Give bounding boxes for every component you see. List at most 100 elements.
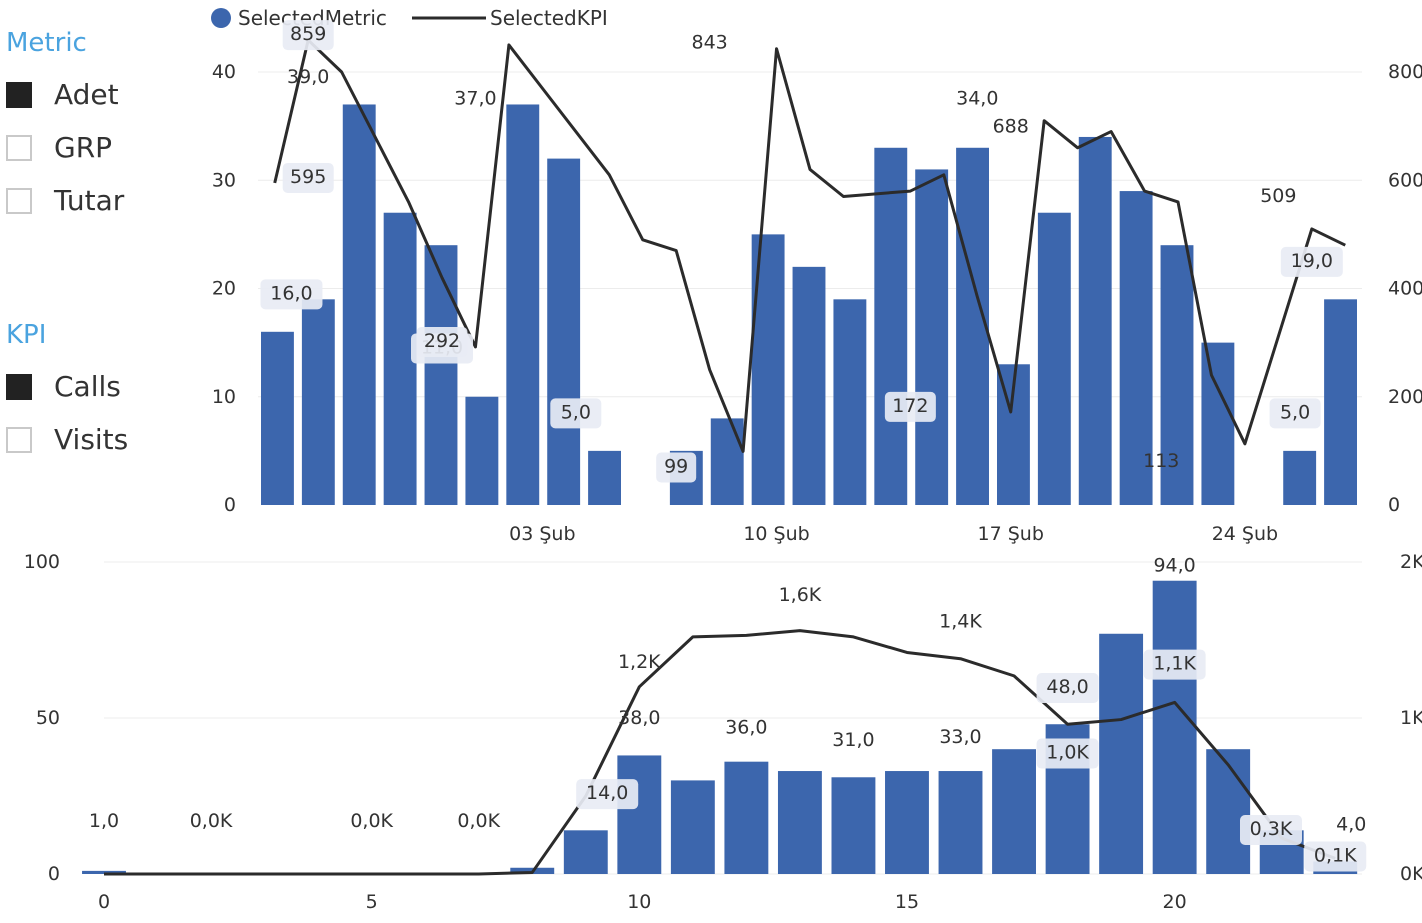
y-right-tick-label: 0K <box>1400 863 1422 885</box>
data-label: 843 <box>692 32 728 54</box>
kpi-slicer: KPI Calls Visits <box>6 320 128 466</box>
checkbox-tutar[interactable] <box>6 187 32 214</box>
data-label: 1,0 <box>89 810 119 832</box>
bar <box>1037 212 1071 505</box>
data-label-bg <box>576 779 639 810</box>
metric-option-label: Adet <box>54 78 119 111</box>
data-label-bg <box>1304 841 1367 872</box>
bar <box>710 418 744 505</box>
bar <box>777 771 822 874</box>
checkbox-calls[interactable] <box>6 373 32 400</box>
kpi-line <box>273 38 1346 453</box>
x-tick-label: 15 <box>895 891 919 913</box>
data-label: 1,2K <box>618 651 661 673</box>
metric-option-tutar[interactable]: Tutar <box>6 174 124 227</box>
x-tick-label: 03 Şub <box>509 523 575 545</box>
y-right-tick-label: 200 <box>1388 386 1422 408</box>
x-tick-label: 0 <box>98 891 110 913</box>
y-left-tick-label: 0 <box>48 863 60 885</box>
bar <box>465 396 499 505</box>
legend-metric-marker <box>211 8 231 28</box>
checkbox-adet[interactable] <box>6 81 32 108</box>
bar <box>1283 450 1317 505</box>
y-left-tick-label: 40 <box>212 61 236 83</box>
data-label: 292 <box>424 330 460 352</box>
bar <box>938 771 983 874</box>
bar <box>724 761 769 874</box>
bar <box>670 780 715 874</box>
data-label: 99 <box>664 456 688 478</box>
bar <box>1206 749 1251 874</box>
bar <box>1160 245 1194 505</box>
data-label: 34,0 <box>956 87 998 109</box>
x-tick-label: 10 Şub <box>743 523 809 545</box>
bar <box>547 158 581 505</box>
data-label: 36,0 <box>725 717 767 739</box>
bar <box>588 450 621 505</box>
bar <box>563 830 608 874</box>
data-label: 1,0K <box>1046 742 1089 764</box>
x-tick-label: 20 <box>1163 891 1187 913</box>
y-left-tick-label: 30 <box>212 169 236 191</box>
y-left-tick-label: 10 <box>212 386 236 408</box>
metric-slicer-title: Metric <box>6 28 87 58</box>
bar <box>424 245 458 505</box>
data-label: 1,1K <box>1153 653 1196 675</box>
data-label: 859 <box>290 23 326 45</box>
metric-option-label: Tutar <box>54 184 125 217</box>
data-label: 5,0 <box>1280 401 1310 423</box>
y-left-tick-label: 100 <box>24 551 60 573</box>
checkbox-grp[interactable] <box>6 134 32 161</box>
data-label: 19,0 <box>1291 250 1333 272</box>
bar <box>885 771 929 874</box>
data-label: 4,0 <box>1336 813 1366 835</box>
data-label-bg <box>550 398 602 429</box>
data-label-bg <box>1239 815 1302 845</box>
data-label: 37,0 <box>454 87 496 109</box>
data-label-bg <box>1036 673 1099 704</box>
bar <box>1119 191 1153 505</box>
metric-option-label: GRP <box>54 131 113 164</box>
data-label: 48,0 <box>1046 676 1088 698</box>
bar <box>831 777 876 874</box>
bar <box>915 169 949 506</box>
bar <box>1078 136 1112 505</box>
bar <box>992 749 1036 874</box>
bar <box>956 147 989 505</box>
bar <box>1201 342 1235 505</box>
metric-slicer: Metric Adet GRP Tutar <box>6 28 124 227</box>
bar <box>1099 633 1144 874</box>
data-label-bg <box>1280 246 1343 277</box>
data-label: 595 <box>290 166 326 188</box>
y-right-tick-label: 0 <box>1388 494 1400 516</box>
checkbox-visits[interactable] <box>6 426 32 453</box>
x-tick-label: 10 <box>627 891 651 913</box>
metric-option-grp[interactable]: GRP <box>6 121 124 174</box>
y-right-tick-label: 800 <box>1388 61 1422 83</box>
y-right-tick-label: 400 <box>1388 278 1422 300</box>
bar <box>261 331 294 505</box>
bar <box>82 870 126 874</box>
y-left-tick-label: 50 <box>36 707 60 729</box>
data-label-bg <box>260 279 323 310</box>
data-label: 0,3K <box>1250 818 1293 840</box>
metric-option-adet[interactable]: Adet <box>6 68 124 121</box>
data-label: 33,0 <box>939 726 981 748</box>
data-label: 31,0 <box>832 729 874 751</box>
data-label: 5,0 <box>561 401 591 423</box>
kpi-option-label: Visits <box>54 423 129 456</box>
data-label: 509 <box>1260 185 1296 207</box>
data-label-bg <box>884 391 936 422</box>
data-label-bg <box>1269 398 1321 429</box>
data-label-bg <box>656 452 697 483</box>
bar <box>301 299 335 505</box>
bar <box>506 104 540 505</box>
kpi-option-calls[interactable]: Calls <box>6 360 128 413</box>
kpi-option-visits[interactable]: Visits <box>6 413 128 466</box>
x-tick-label: 24 Şub <box>1212 523 1278 545</box>
y-left-tick-label: 20 <box>212 278 236 300</box>
y-right-tick-label: 2K <box>1400 551 1422 573</box>
bar <box>617 755 662 874</box>
data-label: 0,0K <box>457 810 500 832</box>
